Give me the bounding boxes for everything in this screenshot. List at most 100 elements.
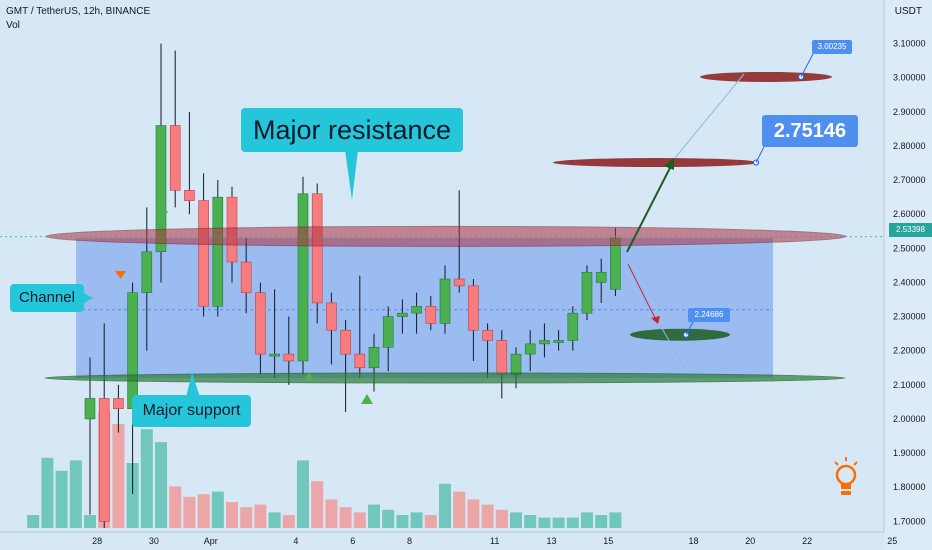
candle[interactable] (397, 299, 408, 334)
volume-bar (382, 509, 395, 528)
volume-bar (183, 496, 196, 528)
volume-bar (424, 515, 437, 528)
idea-lightbulb-icon[interactable] (832, 456, 860, 502)
candle[interactable] (354, 275, 366, 378)
candle[interactable] (98, 323, 110, 529)
support-callout: Major support (132, 395, 251, 427)
x-tick-label: Apr (204, 536, 218, 546)
resistance-callout-pointer (345, 150, 358, 200)
volume-bar (439, 483, 451, 528)
target-label-low[interactable]: 2.24686 (688, 308, 730, 322)
candle[interactable] (240, 238, 252, 314)
sell-marker (115, 271, 126, 279)
candle[interactable] (155, 43, 167, 283)
candle[interactable] (198, 173, 209, 317)
target-label-large[interactable]: 2.75146 (762, 115, 858, 147)
x-tick-label: 25 (887, 536, 897, 546)
faint-projection (659, 324, 687, 371)
volume-bar (240, 507, 253, 528)
volume-bar (325, 499, 338, 528)
candle[interactable] (382, 306, 394, 372)
resistance-callout: Major resistance (241, 108, 463, 152)
channel-callout-pointer (82, 292, 93, 304)
buy-marker (361, 394, 373, 404)
candle[interactable] (595, 258, 607, 303)
y-tick-label: 2.90000 (893, 107, 926, 117)
faint-projection (674, 73, 745, 159)
volume-bar (396, 515, 409, 528)
y-tick-label: 1.80000 (893, 482, 926, 492)
volume-bar (27, 515, 40, 528)
candle[interactable] (184, 111, 195, 215)
y-tick-label: 1.70000 (893, 516, 926, 526)
y-tick-label: 2.00000 (893, 414, 926, 424)
volume-bar (581, 512, 593, 528)
volume-bar (311, 481, 324, 528)
target-label-high[interactable]: 3.00235 (812, 40, 852, 54)
volume-bar (55, 470, 68, 528)
target-ellipse-low (630, 328, 730, 341)
volume-bar (510, 512, 522, 528)
x-tick-label: 8 (407, 536, 412, 546)
volume-bar (552, 517, 565, 528)
volume-bar (609, 512, 622, 528)
volume-bar (155, 442, 167, 528)
candle[interactable] (127, 282, 138, 494)
currency-label: USDT (894, 6, 922, 17)
candle[interactable] (212, 180, 224, 317)
volume-bar (41, 457, 54, 528)
volume-bar (268, 512, 281, 528)
candle[interactable] (482, 323, 493, 378)
candle[interactable] (326, 292, 337, 365)
y-tick-label: 3.10000 (893, 39, 926, 49)
target-ellipse-large (553, 158, 759, 168)
candle[interactable] (524, 330, 536, 372)
support-ellipse (44, 372, 846, 384)
x-tick-label: 15 (603, 536, 613, 546)
candle[interactable] (169, 50, 181, 208)
volume-bar (211, 491, 224, 528)
channel-callout: Channel (10, 284, 84, 312)
x-tick-label: 11 (490, 536, 499, 546)
y-tick-label: 2.30000 (893, 312, 926, 322)
volume-bar (538, 517, 551, 528)
candle[interactable] (553, 330, 564, 351)
target-connector (800, 51, 815, 78)
volume-bar (112, 424, 125, 528)
candle[interactable] (567, 306, 579, 351)
x-tick-label: 30 (149, 536, 159, 546)
candle[interactable] (468, 279, 479, 361)
candle[interactable] (496, 330, 508, 399)
bull-arrow (626, 163, 673, 253)
bear-arrow-head (651, 316, 660, 324)
volume-bar (297, 460, 309, 528)
candle[interactable] (269, 289, 280, 378)
candle[interactable] (311, 183, 323, 324)
candle[interactable] (439, 265, 451, 334)
bear-arrow (627, 263, 657, 321)
symbol-title[interactable]: GMT / TetherUS, 12h, BINANCE (6, 6, 151, 17)
candle[interactable] (255, 282, 266, 375)
buy-marker (303, 372, 315, 381)
y-tick-label: 2.10000 (893, 380, 926, 390)
candle[interactable] (425, 296, 437, 331)
candle[interactable] (84, 357, 96, 515)
candle[interactable] (581, 265, 593, 320)
volume-bar (368, 504, 380, 528)
volume-label: Vol (6, 20, 20, 31)
y-tick-label: 2.60000 (893, 209, 926, 219)
candle[interactable] (113, 384, 124, 433)
candle[interactable] (340, 319, 351, 413)
x-tick-label: 18 (688, 536, 698, 546)
volume-bar (595, 515, 608, 528)
volume-bar (339, 507, 352, 528)
volume-bar (226, 502, 238, 528)
candle[interactable] (411, 292, 422, 334)
candle[interactable] (297, 176, 309, 375)
candle[interactable] (539, 323, 550, 358)
volume-bar (495, 509, 508, 528)
volume-bar (69, 460, 82, 528)
volume-bar (353, 512, 366, 528)
